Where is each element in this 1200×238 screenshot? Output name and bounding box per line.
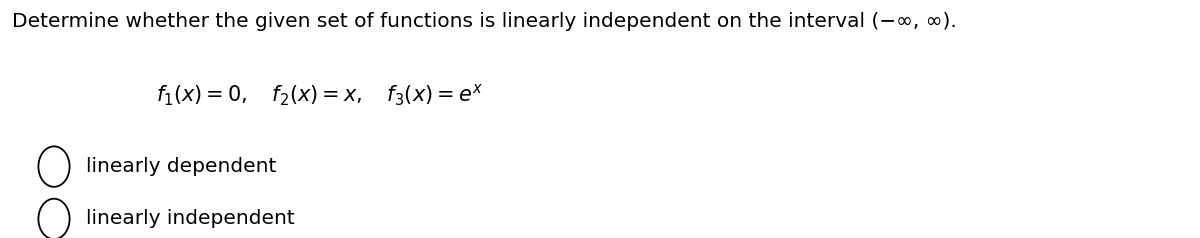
Text: $f_1(x) = 0, \quad f_2(x) = x, \quad f_3(x) = e^x$: $f_1(x) = 0, \quad f_2(x) = x, \quad f_3… — [156, 82, 482, 108]
Text: linearly independent: linearly independent — [86, 209, 295, 228]
Text: Determine whether the given set of functions is linearly independent on the inte: Determine whether the given set of funct… — [12, 12, 956, 31]
Text: linearly dependent: linearly dependent — [86, 157, 277, 176]
